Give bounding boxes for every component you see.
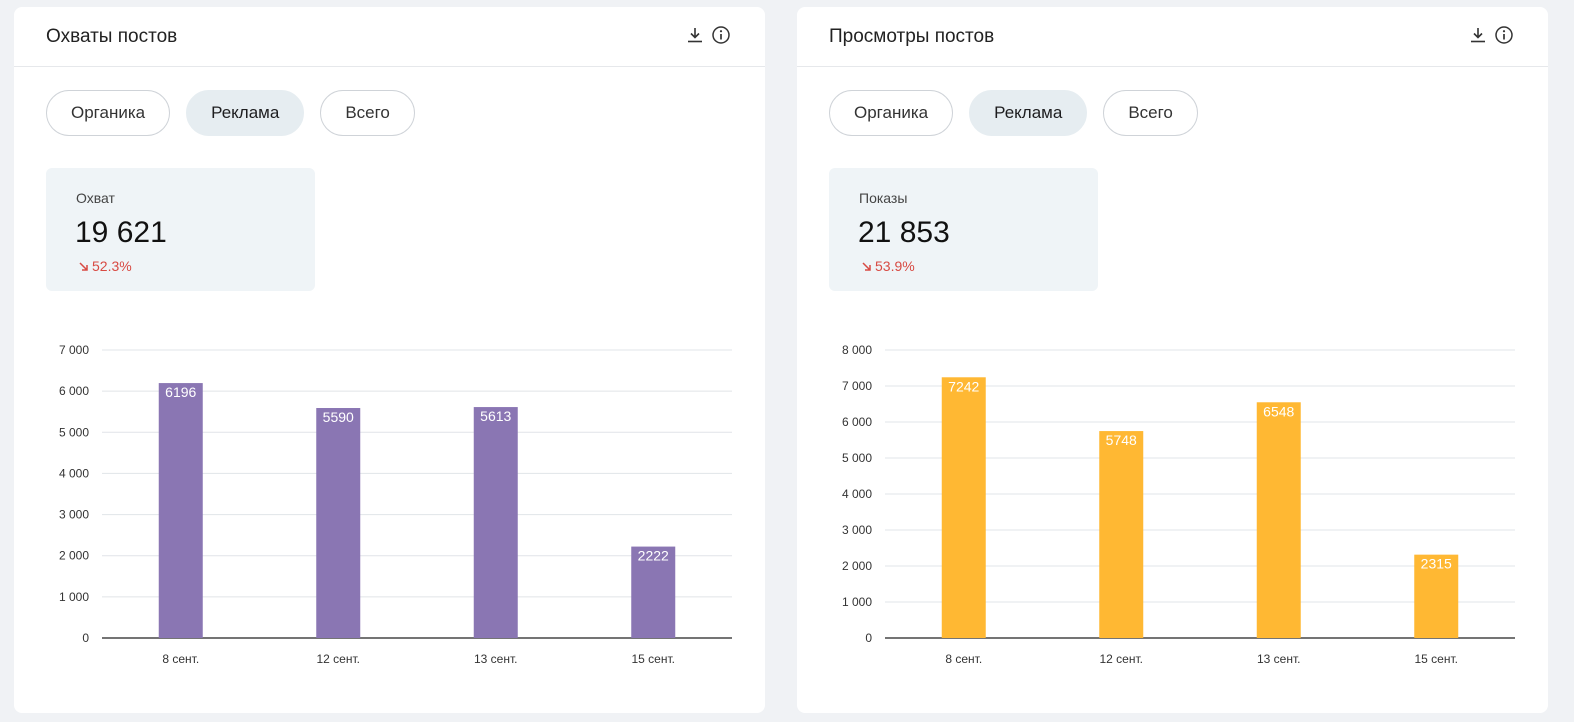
metric-delta-value: 52.3%	[92, 258, 132, 274]
card-header: Охваты постов	[14, 7, 765, 67]
metric-delta: 53.9%	[861, 258, 915, 274]
y-tick-label: 0	[865, 631, 872, 645]
tab-group: Органика Реклама Всего	[829, 90, 1198, 136]
bar-value-label: 6196	[165, 384, 196, 400]
tab-group: Органика Реклама Всего	[46, 90, 415, 136]
x-tick-label: 15 сент.	[1415, 652, 1458, 666]
metric-value: 19 621	[75, 216, 167, 249]
download-icon[interactable]	[1468, 25, 1488, 45]
bar-value-label: 2315	[1421, 556, 1452, 572]
x-tick-label: 8 сент.	[162, 652, 199, 666]
y-tick-label: 7 000	[842, 379, 872, 393]
bar[interactable]	[316, 408, 361, 638]
tab-all[interactable]: Всего	[320, 90, 415, 136]
bar-value-label: 5748	[1106, 432, 1137, 448]
bar[interactable]	[941, 377, 986, 638]
arrow-down-right-icon	[79, 261, 88, 271]
views-bar-chart: 0 1 000 2 000 3 000 4 000 5 000 6 000 7 000 8 00…	[842, 343, 1515, 666]
y-tick-label: 4 000	[59, 466, 89, 480]
tab-ads[interactable]: Реклама	[186, 90, 305, 136]
y-tick-label: 6 000	[59, 384, 89, 398]
y-tick-label: 0	[82, 631, 89, 645]
y-tick-label: 3 000	[842, 523, 872, 537]
x-tick-label: 13 сент.	[1257, 652, 1300, 666]
y-tick-label: 2 000	[59, 549, 89, 563]
tab-organic[interactable]: Органика	[46, 90, 171, 136]
y-tick-label: 6 000	[842, 415, 872, 429]
y-tick-label: 5 000	[842, 451, 872, 465]
y-tick-label: 1 000	[59, 590, 89, 604]
tab-all[interactable]: Всего	[1103, 90, 1198, 136]
info-icon[interactable]	[711, 25, 731, 45]
reach-bar-chart: 0 1 000 2 000 3 000 4 000 5 000 6 000 7 000 6196…	[59, 343, 732, 666]
info-icon[interactable]	[1494, 25, 1514, 45]
download-icon[interactable]	[685, 25, 705, 45]
y-tick-label: 1 000	[842, 595, 872, 609]
y-tick-label: 2 000	[842, 559, 872, 573]
y-tick-label: 8 000	[842, 343, 872, 357]
metric-box: Показы 21 853 53.9%	[829, 168, 1098, 291]
bar[interactable]	[473, 407, 518, 638]
card-title: Просмотры постов	[829, 26, 995, 47]
bar[interactable]	[1256, 402, 1301, 638]
metric-label: Показы	[859, 190, 908, 206]
bar-value-label: 5613	[480, 408, 511, 424]
reach-card: Охваты постов Органика Реклама Всего Охв…	[14, 7, 765, 713]
bar[interactable]	[1099, 431, 1144, 638]
metric-box: Охват 19 621 52.3%	[46, 168, 315, 291]
bar[interactable]	[1414, 554, 1459, 638]
bar-value-label: 2222	[638, 548, 669, 564]
x-tick-label: 8 сент.	[945, 652, 982, 666]
metric-delta: 52.3%	[78, 258, 132, 274]
metric-delta-value: 53.9%	[875, 258, 915, 274]
y-tick-label: 7 000	[59, 343, 89, 357]
views-card: Просмотры постов Органика Реклама Всего …	[797, 7, 1548, 713]
card-title: Охваты постов	[46, 26, 178, 47]
bar-value-label: 6548	[1263, 403, 1294, 419]
bar[interactable]	[631, 546, 676, 638]
tab-ads[interactable]: Реклама	[969, 90, 1088, 136]
metric-label: Охват	[76, 190, 115, 206]
card-header: Просмотры постов	[797, 7, 1548, 67]
tab-organic[interactable]: Органика	[829, 90, 954, 136]
x-tick-label: 13 сент.	[474, 652, 517, 666]
x-tick-label: 12 сент.	[317, 652, 360, 666]
bar-value-label: 7242	[948, 378, 979, 394]
bar-value-label: 5590	[323, 409, 354, 425]
y-tick-label: 3 000	[59, 508, 89, 522]
x-tick-label: 12 сент.	[1100, 652, 1143, 666]
y-tick-label: 5 000	[59, 425, 89, 439]
arrow-down-right-icon	[862, 261, 871, 271]
metric-value: 21 853	[858, 216, 950, 249]
y-tick-label: 4 000	[842, 487, 872, 501]
x-tick-label: 15 сент.	[632, 652, 675, 666]
bar[interactable]	[158, 383, 203, 638]
